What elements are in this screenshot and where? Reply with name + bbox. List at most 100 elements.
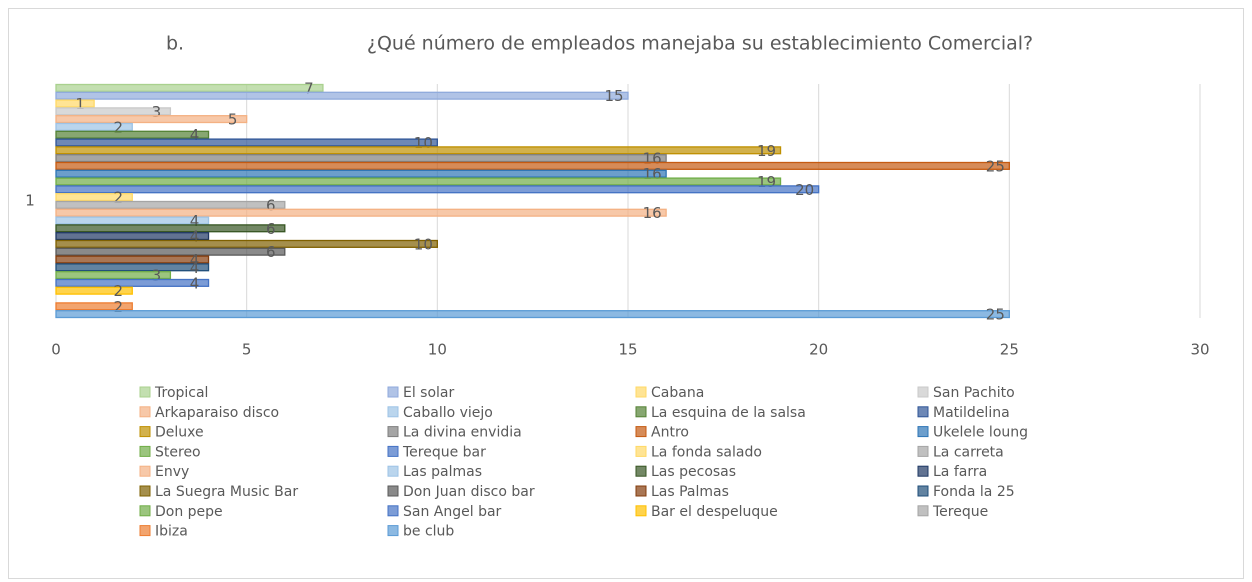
legend-label: La farra xyxy=(933,464,987,480)
chart-label: b. xyxy=(166,33,184,55)
bar xyxy=(55,185,820,194)
legend-swatch xyxy=(139,386,151,398)
legend-label: La fonda salado xyxy=(651,444,762,460)
bar xyxy=(55,122,133,131)
data-label: 2 xyxy=(113,298,123,316)
legend-swatch xyxy=(387,485,399,497)
legend-label: La carreta xyxy=(933,444,1004,460)
legend-swatch xyxy=(917,445,929,457)
legend-swatch xyxy=(139,525,151,537)
bar xyxy=(55,208,667,217)
x-tick-label: 5 xyxy=(242,341,252,359)
data-label: 2 xyxy=(113,189,123,207)
bar xyxy=(55,247,286,256)
legend-swatch xyxy=(917,485,929,497)
data-label: 25 xyxy=(986,306,1005,324)
bar xyxy=(55,177,782,186)
legend-swatch xyxy=(917,465,929,477)
legend-label: La divina envidia xyxy=(403,425,522,441)
x-tick-label: 25 xyxy=(1000,341,1019,359)
legend-swatch xyxy=(917,505,929,517)
data-label: 6 xyxy=(266,196,276,214)
legend-label: Bar el despeluque xyxy=(651,504,778,520)
data-label: 4 xyxy=(190,228,200,246)
legend-label: Las palmas xyxy=(403,464,482,480)
data-label: 6 xyxy=(266,243,276,261)
data-label: 5 xyxy=(228,111,238,129)
legend-swatch xyxy=(387,426,399,438)
legend-swatch xyxy=(387,386,399,398)
bar xyxy=(55,154,667,163)
legend-label: Matildelina xyxy=(933,405,1010,421)
bar xyxy=(55,255,210,264)
bar xyxy=(55,239,438,248)
legend-label: Fonda la 25 xyxy=(933,484,1015,500)
legend-swatch xyxy=(635,426,647,438)
legend-swatch xyxy=(635,485,647,497)
data-label: 16 xyxy=(643,204,662,222)
x-tick-label: 10 xyxy=(428,341,447,359)
legend-swatch xyxy=(387,505,399,517)
legend-label: Ukelele loung xyxy=(933,425,1028,441)
legend-swatch xyxy=(387,445,399,457)
legend-label: Envy xyxy=(155,464,189,480)
legend-label: Tropical xyxy=(154,385,208,401)
legend-label: San Pachito xyxy=(933,385,1015,401)
legend-label: be club xyxy=(403,524,454,540)
legend-swatch xyxy=(387,525,399,537)
bar xyxy=(55,91,629,100)
legend-swatch xyxy=(635,465,647,477)
legend-label: Stereo xyxy=(155,444,201,460)
data-label: 3 xyxy=(152,267,162,285)
bar xyxy=(55,169,667,178)
data-label: 15 xyxy=(604,87,623,105)
legend-swatch xyxy=(387,406,399,418)
data-label: 25 xyxy=(986,157,1005,175)
data-label: 19 xyxy=(757,142,776,160)
data-label: 4 xyxy=(190,274,200,292)
legend-label: La esquina de la salsa xyxy=(651,405,806,421)
data-label: 3 xyxy=(152,103,162,121)
x-tick-label: 20 xyxy=(809,341,828,359)
data-label: 20 xyxy=(795,181,814,199)
legend-label: Deluxe xyxy=(155,425,204,441)
bar xyxy=(55,271,172,280)
bar xyxy=(55,161,1010,170)
bar xyxy=(55,216,210,225)
x-tick-label: 0 xyxy=(51,341,61,359)
bar xyxy=(55,200,286,209)
legend-label: Tereque xyxy=(932,504,988,520)
legend-label: Don pepe xyxy=(155,504,223,520)
legend-swatch xyxy=(917,386,929,398)
data-label: 2 xyxy=(113,282,123,300)
data-label: 4 xyxy=(190,259,200,277)
data-label: 2 xyxy=(113,118,123,136)
bar xyxy=(55,310,1010,319)
bar xyxy=(55,232,210,241)
data-label: 10 xyxy=(414,235,433,253)
legend-label: Las pecosas xyxy=(651,464,736,480)
legend-label: San Angel bar xyxy=(403,504,502,520)
legend-swatch xyxy=(635,386,647,398)
legend-label: Caballo viejo xyxy=(403,405,493,421)
x-tick-label: 30 xyxy=(1190,341,1209,359)
legend-label: El solar xyxy=(403,385,455,401)
bar xyxy=(55,130,210,139)
legend-label: Don Juan disco bar xyxy=(403,484,535,500)
legend-swatch xyxy=(139,426,151,438)
bar xyxy=(55,138,438,147)
chart-title: ¿Qué número de empleados manejaba su est… xyxy=(367,33,1033,55)
legend-swatch xyxy=(139,406,151,418)
legend-swatch xyxy=(917,426,929,438)
y-tick-label: 1 xyxy=(25,192,35,210)
data-label: 4 xyxy=(190,251,200,269)
legend-swatch xyxy=(917,406,929,418)
legend-swatch xyxy=(635,406,647,418)
bar xyxy=(55,146,782,155)
legend-swatch xyxy=(139,505,151,517)
bar xyxy=(55,286,133,295)
legend-swatch xyxy=(139,485,151,497)
bar xyxy=(55,302,133,311)
bar xyxy=(55,193,133,202)
